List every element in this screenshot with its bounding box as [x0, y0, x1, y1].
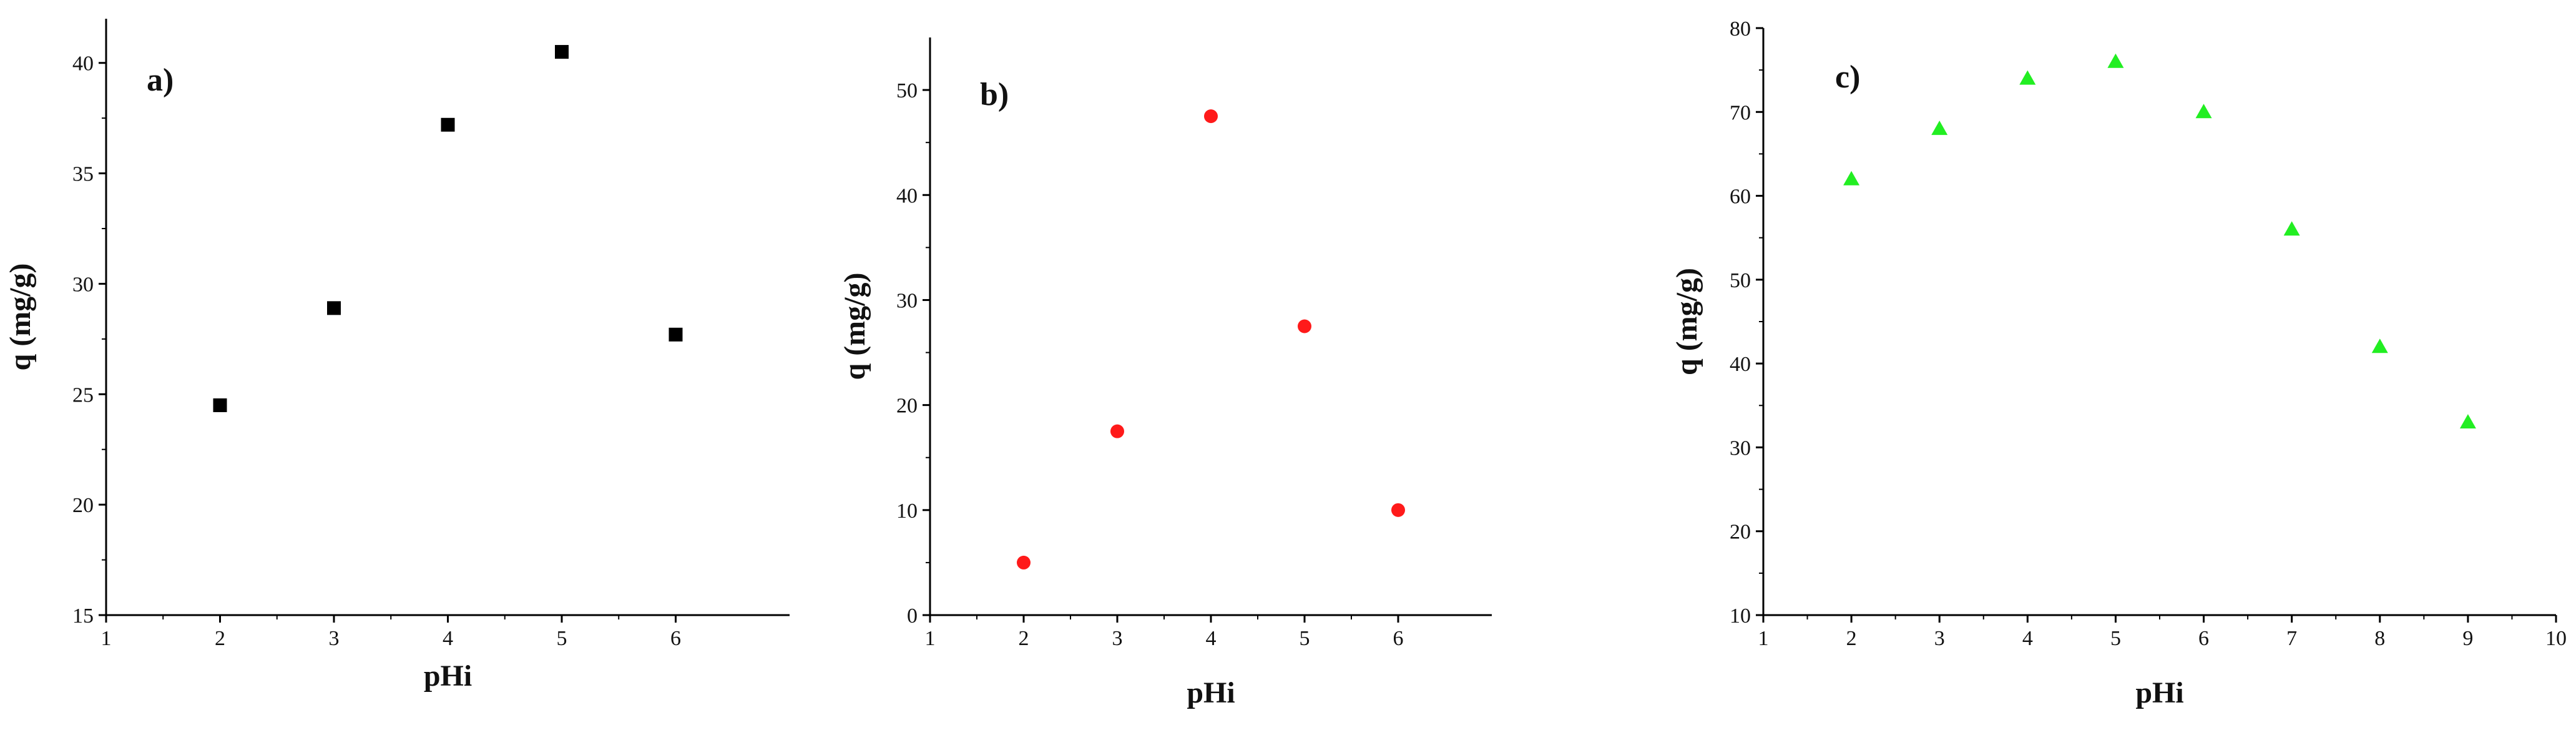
data-point-square	[555, 45, 569, 59]
y-tick-label: 20	[72, 494, 94, 517]
x-tick-label: 1	[925, 627, 936, 650]
y-tick-label: 25	[72, 383, 94, 407]
y-tick-label: 0	[907, 604, 918, 628]
x-tick-label: 1	[1758, 627, 1769, 650]
y-tick-label: 60	[1730, 185, 1751, 209]
x-tick-label: 5	[557, 627, 567, 650]
data-point-circle	[1017, 555, 1031, 570]
y-tick-label: 20	[896, 395, 918, 418]
x-tick-label: 3	[1112, 627, 1123, 650]
y-axis-label: q (mg/g)	[1670, 268, 1703, 375]
data-point-triangle	[1843, 170, 1860, 185]
y-tick-label: 50	[1730, 269, 1751, 292]
y-axis-label: q (mg/g)	[838, 273, 871, 380]
x-tick-label: 6	[2198, 627, 2209, 650]
x-tick-label: 3	[329, 627, 340, 650]
x-tick-label: 2	[215, 627, 225, 650]
x-axis-label: pHi	[424, 659, 472, 693]
y-tick-label: 50	[896, 79, 918, 102]
data-point-circle	[1391, 503, 1405, 517]
x-axis-label: pHi	[1187, 676, 1235, 709]
panel-label: a)	[147, 62, 174, 98]
y-tick-label: 70	[1730, 101, 1751, 124]
y-tick-label: 40	[72, 52, 94, 76]
y-tick-label: 10	[896, 500, 918, 523]
panel-label: c)	[1835, 59, 1860, 95]
x-tick-label: 3	[1934, 627, 1945, 650]
y-tick-label: 10	[1730, 604, 1751, 628]
y-tick-label: 15	[72, 604, 94, 628]
x-tick-label: 10	[2545, 627, 2567, 650]
data-point-circle	[1204, 109, 1218, 124]
x-tick-label: 4	[1206, 627, 1217, 650]
y-tick-label: 80	[1730, 17, 1751, 41]
y-tick-label: 40	[1730, 353, 1751, 376]
y-tick-label: 40	[896, 184, 918, 207]
y-tick-label: 30	[896, 289, 918, 312]
data-point-circle	[1298, 319, 1311, 333]
data-point-triangle	[2283, 221, 2300, 236]
x-axis-label: pHi	[2135, 676, 2183, 709]
data-point-triangle	[2019, 70, 2036, 85]
data-point-circle	[1110, 424, 1124, 438]
y-tick-label: 35	[72, 163, 94, 186]
x-tick-label: 2	[1846, 627, 1857, 650]
data-point-square	[213, 398, 227, 412]
x-tick-label: 1	[101, 627, 112, 650]
x-tick-label: 4	[2022, 627, 2033, 650]
data-point-triangle	[2371, 338, 2388, 353]
data-point-square	[327, 301, 341, 315]
x-tick-label: 4	[443, 627, 453, 650]
y-tick-label: 20	[1730, 521, 1751, 544]
y-tick-label: 30	[72, 273, 94, 296]
x-tick-label: 5	[2110, 627, 2121, 650]
x-tick-label: 8	[2374, 627, 2385, 650]
x-tick-label: 7	[2286, 627, 2297, 650]
data-point-square	[668, 327, 683, 342]
x-tick-label: 6	[670, 627, 681, 650]
data-point-triangle	[2107, 53, 2124, 68]
data-point-triangle	[2195, 104, 2212, 119]
y-tick-label: 30	[1730, 437, 1751, 460]
data-point-triangle	[1931, 121, 1948, 136]
x-tick-label: 5	[1300, 627, 1310, 650]
data-point-square	[441, 117, 455, 132]
y-axis-label: q (mg/g)	[4, 264, 37, 371]
x-tick-label: 6	[1393, 627, 1404, 650]
panel-label: b)	[980, 77, 1009, 112]
x-tick-label: 2	[1019, 627, 1029, 650]
data-point-triangle	[2459, 414, 2476, 429]
x-tick-label: 9	[2462, 627, 2473, 650]
